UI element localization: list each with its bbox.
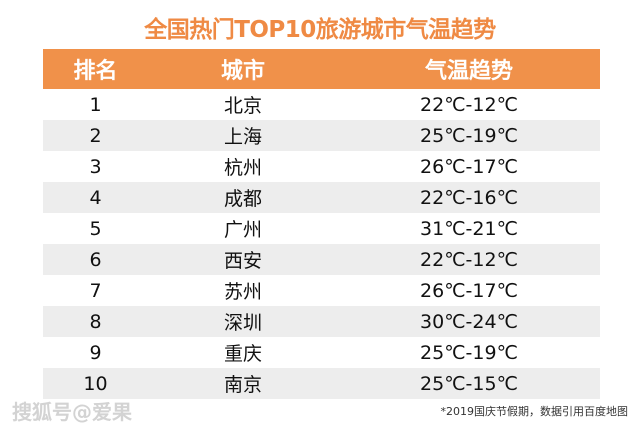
rank-cell: 7 <box>89 279 102 302</box>
watermark: 搜狐号@爱果 <box>12 400 132 424</box>
city-cell: 重庆 <box>223 343 262 365</box>
city-cell: 南京 <box>148 368 338 399</box>
temp-cell: 25℃-15℃ <box>338 368 600 399</box>
footnote: *2019国庆节假期，数据引用百度地图 <box>440 405 629 418</box>
city-cell: 北京 <box>223 95 262 117</box>
table-row: 5 广州 31℃-21℃ <box>43 213 600 244</box>
rank-cell: 5 <box>89 217 102 240</box>
rank-cell: 2 <box>43 120 148 151</box>
header-city: 城市 <box>148 49 338 89</box>
temp-cell: 31℃-21℃ <box>420 217 518 240</box>
city-cell: 杭州 <box>223 157 262 179</box>
table-row: 1 北京 22℃-12℃ <box>43 89 600 120</box>
city-cell: 深圳 <box>148 306 338 337</box>
header-temp: 气温趋势 <box>338 49 600 89</box>
temp-cell: 22℃-12℃ <box>420 93 518 116</box>
temp-cell: 26℃-17℃ <box>420 279 518 302</box>
rank-cell: 8 <box>43 306 148 337</box>
table-header: 排名 城市 气温趋势 <box>43 49 600 89</box>
table-row: 8 深圳 30℃-24℃ <box>43 306 600 337</box>
city-cell: 苏州 <box>223 281 262 303</box>
table-row: 4 成都 22℃-16℃ <box>43 182 600 213</box>
rank-cell: 10 <box>43 368 148 399</box>
city-cell: 广州 <box>223 219 262 241</box>
header-rank: 排名 <box>43 49 148 89</box>
temp-cell: 30℃-24℃ <box>338 306 600 337</box>
table-row: 6 西安 22℃-12℃ <box>43 244 600 275</box>
city-cell: 成都 <box>148 182 338 213</box>
temp-cell: 25℃-19℃ <box>420 341 518 364</box>
rank-cell: 1 <box>89 93 102 116</box>
city-cell: 上海 <box>148 120 338 151</box>
temp-cell: 22℃-16℃ <box>338 182 600 213</box>
table-row: 2 上海 25℃-19℃ <box>43 120 600 151</box>
temp-cell: 26℃-17℃ <box>420 155 518 178</box>
rank-cell: 9 <box>89 341 102 364</box>
table-row: 3 杭州 26℃-17℃ <box>43 151 600 182</box>
page-title: 全国热门TOP10旅游城市气温趋势 <box>144 17 496 43</box>
table-row: 10 南京 25℃-15℃ <box>43 368 600 399</box>
rank-cell: 3 <box>89 155 102 178</box>
city-cell: 西安 <box>148 244 338 275</box>
rank-cell: 4 <box>43 182 148 213</box>
table-row: 7 苏州 26℃-17℃ <box>43 275 600 306</box>
temp-cell: 22℃-12℃ <box>338 244 600 275</box>
temp-cell: 25℃-19℃ <box>338 120 600 151</box>
rank-cell: 6 <box>43 244 148 275</box>
table-row: 9 重庆 25℃-19℃ <box>43 337 600 368</box>
temperature-table: 排名 城市 气温趋势 1 北京 22℃-12℃ 2 上海 25℃-19℃ 3 杭州 26℃-17… <box>43 49 600 399</box>
